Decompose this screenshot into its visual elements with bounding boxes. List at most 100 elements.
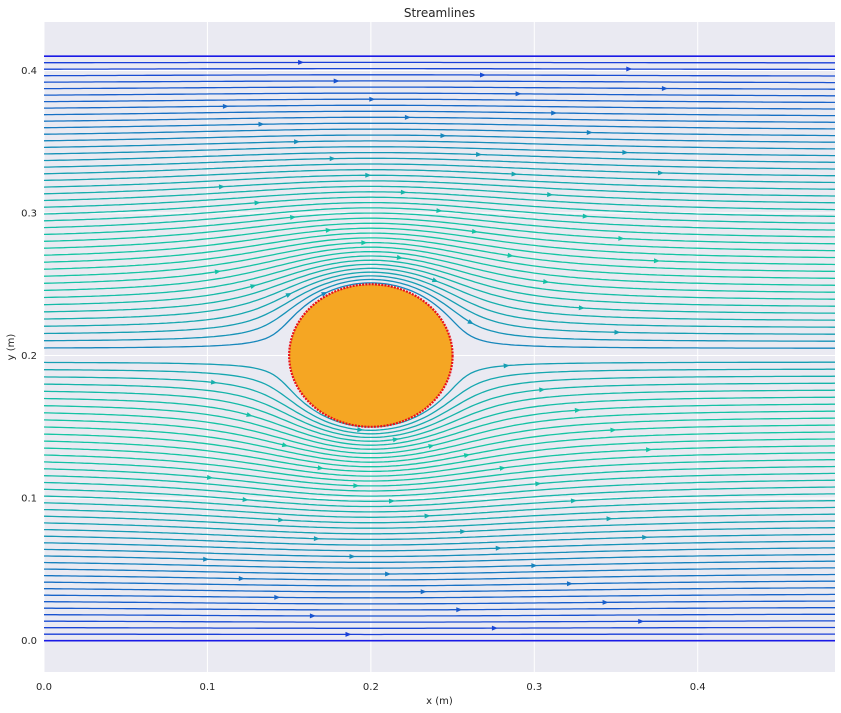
flow-arrow <box>570 498 577 504</box>
streamline <box>44 74 835 77</box>
flow-arrow <box>325 227 332 233</box>
streamline <box>44 241 835 279</box>
flow-arrow <box>531 563 538 569</box>
flow-arrow <box>547 192 554 198</box>
streamline <box>44 587 835 593</box>
flow-arrow <box>222 103 229 109</box>
flow-arrow <box>467 319 474 325</box>
streamline <box>44 389 835 442</box>
streamline <box>44 580 835 587</box>
streamline <box>44 86 835 90</box>
flow-arrow <box>246 412 253 417</box>
flow-arrow <box>646 447 653 453</box>
streamline <box>44 163 835 177</box>
flow-arrow <box>210 379 218 385</box>
streamline <box>44 116 835 123</box>
flow-arrow <box>203 556 210 562</box>
streamline <box>44 196 835 218</box>
streamline <box>44 500 835 518</box>
flow-arrow <box>543 279 550 285</box>
flow-arrow <box>349 553 356 559</box>
streamline <box>44 520 835 535</box>
streamline <box>44 607 835 611</box>
streamline <box>44 201 835 224</box>
flow-arrow <box>298 59 305 65</box>
y-tick-label: 0.4 <box>21 66 37 77</box>
flow-arrow <box>278 517 285 523</box>
flow-arrow <box>242 496 249 502</box>
streamline <box>44 403 835 450</box>
flow-arrow <box>622 149 629 155</box>
flow-arrow <box>638 618 645 624</box>
streamline <box>44 180 835 197</box>
flow-arrow <box>551 110 558 116</box>
y-tick-label: 0.0 <box>21 636 37 647</box>
streamline <box>44 212 835 238</box>
flow-arrow <box>400 189 407 195</box>
streamline <box>44 626 835 629</box>
streamline <box>44 232 835 266</box>
flow-arrow <box>642 534 649 540</box>
y-tick-label: 0.2 <box>21 351 37 362</box>
streamline <box>44 506 835 524</box>
flow-arrow <box>309 613 316 619</box>
flow-arrow <box>281 442 289 448</box>
flow-arrow <box>495 545 502 551</box>
streamline <box>44 104 835 110</box>
flow-arrow <box>507 252 514 258</box>
flow-arrow <box>578 305 585 311</box>
flow-arrow <box>460 529 467 535</box>
streamline <box>44 573 835 581</box>
flow-arrow <box>258 121 265 127</box>
streamline <box>44 98 835 104</box>
flow-arrow <box>539 387 546 393</box>
flow-arrow <box>321 292 328 297</box>
flow-arrow <box>428 444 435 449</box>
streamline <box>44 600 835 605</box>
flow-arrow <box>420 589 427 595</box>
streamline <box>44 146 835 157</box>
streamline <box>44 553 835 563</box>
y-axis-label: y (m) <box>6 334 17 361</box>
flow-arrow <box>515 91 522 97</box>
streamline <box>44 361 835 428</box>
flow-arrow <box>614 329 621 335</box>
streamline <box>44 431 835 468</box>
flow-arrow <box>535 481 542 487</box>
flow-arrow <box>218 184 225 190</box>
flow-arrow <box>238 576 245 582</box>
streamline <box>44 410 835 455</box>
flow-arrows <box>203 59 668 637</box>
streamline <box>44 560 835 569</box>
streamline <box>44 134 835 143</box>
flow-arrow <box>566 581 573 587</box>
streamline <box>44 452 835 482</box>
streamline <box>44 259 835 307</box>
flow-arrow <box>313 536 320 542</box>
flow-arrow <box>657 170 664 176</box>
streamline <box>44 278 835 342</box>
x-tick-label: 0.3 <box>526 682 542 693</box>
flow-arrow <box>206 474 214 480</box>
flow-arrow <box>582 213 589 219</box>
y-tick-label: 0.3 <box>21 209 37 220</box>
streamline <box>44 217 835 245</box>
streamline <box>44 140 835 150</box>
streamline <box>44 67 835 71</box>
streamline <box>44 92 835 97</box>
flow-arrow <box>479 72 486 78</box>
flow-arrow <box>586 129 593 135</box>
streamline <box>44 222 835 252</box>
flow-arrow <box>574 407 581 413</box>
flow-arrow <box>357 427 364 433</box>
flow-arrow <box>289 214 297 220</box>
flow-arrow <box>345 631 352 637</box>
y-tick-label: 0.1 <box>21 494 37 505</box>
flow-arrow <box>653 258 660 264</box>
flow-arrow <box>606 516 613 522</box>
cylinder-obstacle <box>288 283 454 428</box>
flow-arrow <box>365 172 372 178</box>
streamline <box>44 438 835 473</box>
flow-arrow <box>250 284 257 290</box>
streamline <box>44 533 835 546</box>
